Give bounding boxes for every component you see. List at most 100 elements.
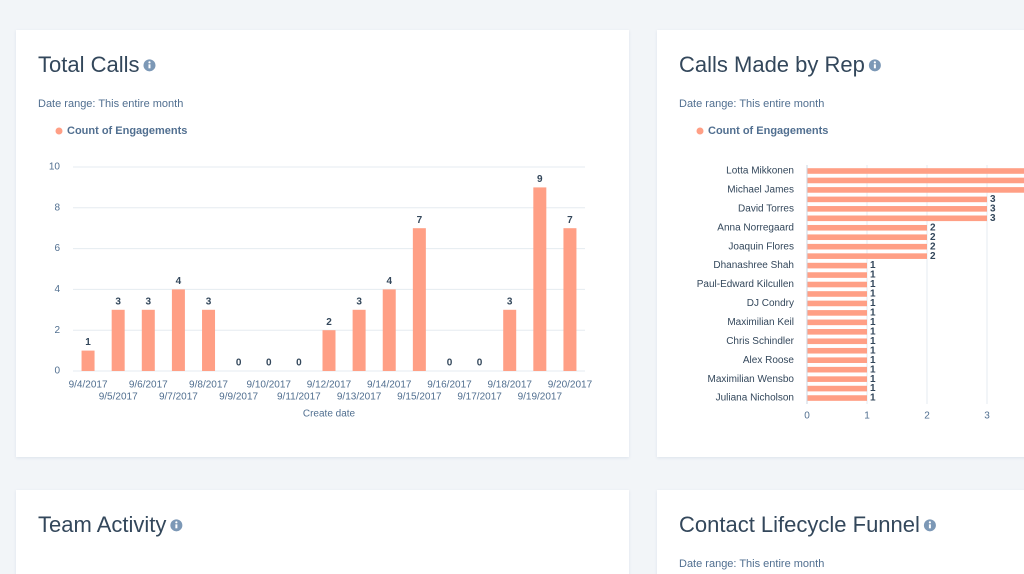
info-icon-glyph [175,524,178,529]
chart: Total Calls Date range: This entire month… [38,52,593,420]
bar [807,243,927,250]
y-tick-label: Paul-Edward Kilcullen [697,279,794,290]
data-label: 1 [870,374,876,385]
legend-swatch [696,127,704,135]
x-tick-label: 9/12/2017 [307,380,352,391]
card-title: Team Activity [38,512,166,537]
chart: Calls Made by Rep Date range: This entire… [679,52,1024,422]
legend-label: Count of Engagements [67,125,187,137]
data-label: 2 [930,251,936,262]
info-icon-glyph [148,64,151,69]
bar [171,289,185,371]
y-tick-label: Michael James [727,185,794,196]
y-tick-label: Alex Roose [743,355,795,366]
bar [807,357,867,363]
chart-title: Calls Made by Rep [679,52,865,77]
bar [322,330,336,371]
x-tick-label: 2 [924,411,930,422]
x-tick-label: 9/16/2017 [427,380,472,391]
y-tick-label: Chris Schindler [726,336,794,347]
data-label: 3 [206,296,212,307]
data-label: 4 [386,276,392,287]
x-tick-label: 9/7/2017 [159,392,198,403]
y-tick-label: Juliana Nicholson [716,393,794,404]
info-icon-glyph [928,524,931,529]
data-label: 0 [447,358,453,369]
bar [563,228,577,371]
data-label: 3 [990,194,996,205]
bar [807,385,867,392]
data-label: 1 [870,289,876,300]
x-tick-label: 9/10/2017 [247,380,292,391]
bar [807,310,867,316]
data-label: 2 [930,241,936,252]
data-label: 1 [870,345,876,356]
info-icon-glyph [873,61,876,64]
legend-label: Count of Engagements [708,125,828,137]
card-title: Contact Lifecycle Funnel [679,512,920,537]
y-tick-label: Dhanashree Shah [713,260,794,271]
y-tick-label: DJ Condry [747,298,794,309]
x-tick-label: 9/9/2017 [219,392,258,403]
y-tick-label: Maximilian Keil [727,317,794,328]
y-tick-label: 2 [54,325,60,336]
bar [807,395,867,401]
y-tick-label: Anna Norregaard [717,222,794,233]
y-tick-label: 0 [54,366,60,377]
bar [807,376,867,382]
bar [807,196,987,203]
bar [807,215,987,222]
chart-subtitle: Date range: This entire month [679,98,824,110]
data-label: 3 [990,213,996,224]
data-label: 0 [296,358,302,369]
bar [807,272,867,278]
bar [807,253,927,259]
info-icon-glyph [928,521,932,524]
x-tick-label: 0 [804,411,810,422]
data-label: 1 [870,270,876,281]
bar [807,281,867,288]
info-icon-glyph [873,64,876,69]
bar [807,319,867,326]
bar [807,206,987,212]
data-label: 3 [507,296,513,307]
x-tick-label: 9/18/2017 [487,380,532,391]
data-label: 2 [930,222,936,233]
chart-subtitle: Date range: This entire month [38,98,183,110]
data-label: 7 [417,215,423,226]
bar [807,300,867,307]
bar [807,329,867,335]
data-label: 1 [870,336,876,347]
data-label: 1 [85,337,91,348]
bar [382,289,396,371]
card [16,490,629,574]
data-label: 9 [537,174,543,185]
x-tick-label: 9/4/2017 [69,380,108,391]
y-tick-label: 4 [54,284,60,295]
info-icon-glyph [148,61,151,64]
x-tick-label: 1 [864,411,870,422]
data-label: 2 [326,317,332,328]
data-label: 1 [870,355,876,366]
data-label: 3 [356,296,362,307]
bar [807,347,867,354]
x-tick-label: 9/15/2017 [397,392,442,403]
bar [141,309,155,371]
card-subtitle: Date range: This entire month [679,558,824,570]
data-label: 0 [266,358,272,369]
x-tick-label: 9/20/2017 [548,380,593,391]
data-label: 1 [870,308,876,319]
bar [807,366,867,373]
bar [807,168,1024,174]
y-tick-label: Joaquin Flores [728,241,794,252]
x-tick-label: 9/13/2017 [337,392,382,403]
data-label: 7 [567,215,573,226]
bar [807,234,927,241]
bar [202,309,216,371]
y-tick-label: David Torres [738,203,794,214]
bar [412,228,426,371]
data-label: 1 [870,393,876,404]
chart-title: Total Calls [38,52,139,77]
